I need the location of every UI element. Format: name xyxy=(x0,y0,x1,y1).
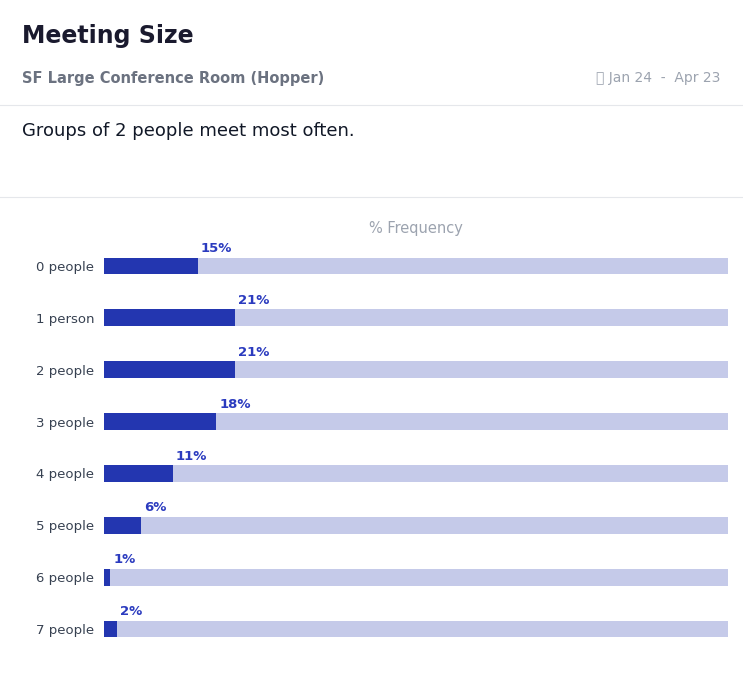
Bar xyxy=(104,258,198,274)
Bar xyxy=(104,569,728,586)
Bar xyxy=(104,413,216,430)
Text: 📅 Jan 24  -  Apr 23: 📅 Jan 24 - Apr 23 xyxy=(597,71,721,85)
Bar xyxy=(104,309,728,326)
Bar xyxy=(104,621,728,637)
Bar xyxy=(104,309,235,326)
Bar xyxy=(104,569,110,586)
Text: 21%: 21% xyxy=(239,294,270,307)
Bar xyxy=(104,361,235,378)
Text: 6%: 6% xyxy=(145,502,167,515)
Bar xyxy=(104,465,172,482)
Bar xyxy=(104,258,728,274)
Text: 11%: 11% xyxy=(176,450,207,462)
Text: 21%: 21% xyxy=(239,346,270,359)
Text: Meeting Size: Meeting Size xyxy=(22,24,194,47)
Text: 1%: 1% xyxy=(114,553,136,566)
Bar xyxy=(104,361,728,378)
Text: SF Large Conference Room (Hopper): SF Large Conference Room (Hopper) xyxy=(22,71,325,86)
Bar xyxy=(104,621,117,637)
Bar xyxy=(104,517,728,534)
Text: 18%: 18% xyxy=(219,397,251,411)
Text: % Frequency: % Frequency xyxy=(369,221,463,236)
Text: 15%: 15% xyxy=(201,242,232,255)
Bar xyxy=(104,517,141,534)
Text: Groups of 2 people meet most often.: Groups of 2 people meet most often. xyxy=(22,122,355,140)
Text: 2%: 2% xyxy=(120,605,142,618)
Bar xyxy=(104,413,728,430)
Bar xyxy=(104,465,728,482)
